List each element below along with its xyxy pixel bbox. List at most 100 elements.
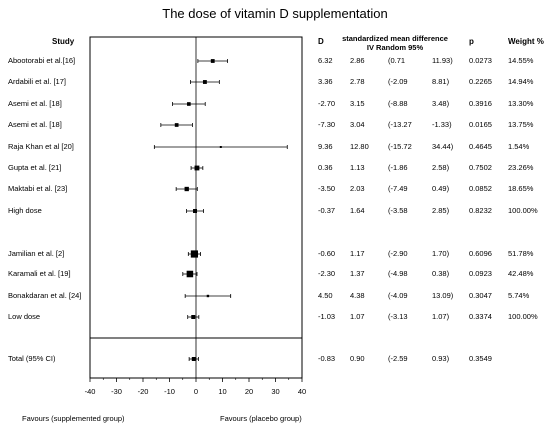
cell-se: 3.15 — [350, 99, 365, 108]
cell-d: -0.60 — [318, 249, 336, 258]
point-estimate — [202, 80, 207, 84]
cell-se: 1.17 — [350, 249, 365, 258]
cell-ci_high: 1.70) — [432, 249, 450, 258]
cell-ci_high: 2.58) — [432, 163, 450, 172]
cell-weight: 18.65% — [508, 184, 534, 193]
cell-p: 0.7502 — [469, 163, 492, 172]
cell-weight: 13.75% — [508, 120, 534, 129]
study-label: Abootorabi et al.[16] — [8, 56, 76, 65]
study-label: Low dose — [8, 312, 41, 321]
d-header: D — [318, 37, 324, 46]
cell-se: 1.07 — [350, 312, 365, 321]
cell-ci_low: (-3.58 — [388, 206, 408, 215]
study-label: Ardabili et al. [17] — [8, 77, 66, 86]
cell-d: 9.36 — [318, 142, 333, 151]
study-label: Asemi et al. [18] — [8, 99, 62, 108]
cell-d: -3.50 — [318, 184, 336, 193]
cell-d: 4.50 — [318, 291, 333, 300]
cell-d: 0.36 — [318, 163, 333, 172]
x-tick-label: -20 — [137, 387, 149, 396]
study-label: Karamali et al. [19] — [8, 269, 71, 278]
cell-weight: 42.48% — [508, 269, 534, 278]
cell-p: 0.4645 — [469, 142, 492, 151]
point-estimate — [184, 186, 189, 192]
study-label: Bonakdaran et al. [24] — [8, 291, 82, 300]
p-header: p — [469, 37, 474, 46]
cell-ci_high: 3.48) — [432, 99, 450, 108]
cell-ci_high: -1.33) — [432, 120, 452, 129]
cell-weight: 100.00% — [508, 312, 538, 321]
cell-d: -2.30 — [318, 269, 336, 278]
point-estimate — [191, 357, 196, 361]
point-estimate — [193, 209, 198, 213]
smd-header: standardized mean difference IV Random 9… — [342, 34, 448, 52]
cell-p: 0.0923 — [469, 269, 492, 278]
footer-right-label: Favours (placebo group) — [220, 414, 302, 423]
cell-ci_low: (0.71 — [388, 56, 406, 65]
cell-weight: 23.26% — [508, 163, 534, 172]
study-label: Raja Khan et al [20] — [8, 142, 74, 151]
cell-ci_low: (-2.09 — [388, 77, 408, 86]
cell-weight: 14.94% — [508, 77, 534, 86]
cell-d: -1.03 — [318, 312, 336, 321]
point-estimate — [206, 294, 210, 298]
point-estimate — [186, 270, 194, 278]
cell-p: 0.0165 — [469, 120, 492, 129]
weight-header: Weight % — [508, 37, 544, 46]
point-estimate — [191, 315, 196, 319]
cell-ci_low: (-8.88 — [388, 99, 408, 108]
cell-ci_high: 11.93) — [432, 56, 453, 65]
study-label: Gupta et al. [21] — [8, 163, 62, 172]
cell-ci_low: (-3.13 — [388, 312, 408, 321]
cell-weight: 51.78% — [508, 249, 534, 258]
cell-ci_high: 0.93) — [432, 354, 450, 363]
cell-se: 2.78 — [350, 77, 365, 86]
cell-ci_low: (-13.27 — [388, 120, 412, 129]
x-tick-label: 30 — [271, 387, 280, 396]
point-estimate — [210, 59, 215, 63]
cell-d: -2.70 — [318, 99, 336, 108]
point-estimate — [190, 250, 199, 258]
cell-weight: 13.30% — [508, 99, 534, 108]
cell-se: 2.86 — [350, 56, 365, 65]
cell-ci_high: 1.07) — [432, 312, 450, 321]
cell-d: -0.37 — [318, 206, 336, 215]
cell-p: 0.3047 — [469, 291, 492, 300]
x-tick-label: 20 — [244, 387, 254, 396]
cell-ci_high: 13.09) — [432, 291, 454, 300]
cell-p: 0.3374 — [469, 312, 492, 321]
cell-ci_high: 0.38) — [432, 269, 450, 278]
study-label: Total (95% CI) — [8, 354, 56, 363]
x-tick-label: 10 — [218, 387, 227, 396]
cell-weight: 1.54% — [508, 142, 530, 151]
cell-ci_high: 2.85) — [432, 206, 450, 215]
x-tick-label: 0 — [193, 387, 199, 396]
point-estimate — [174, 123, 179, 127]
cell-se: 12.80 — [350, 142, 369, 151]
cell-weight: 100.00% — [508, 206, 538, 215]
cell-ci_low: (-1.86 — [388, 163, 408, 172]
footer-left-label: Favours (supplemented group) — [22, 414, 125, 423]
cell-ci_low: (-15.72 — [388, 142, 412, 151]
cell-ci_low: (-2.90 — [388, 249, 408, 258]
study-header: Study — [52, 37, 75, 46]
x-tick-label: -30 — [111, 387, 122, 396]
cell-p: 0.0852 — [469, 184, 492, 193]
cell-p: 0.6096 — [469, 249, 492, 258]
study-label: Maktabi et al. [23] — [8, 184, 68, 193]
cell-weight: 5.74% — [508, 291, 530, 300]
cell-se: 2.03 — [350, 184, 365, 193]
cell-d: 6.32 — [318, 56, 333, 65]
cell-p: 0.3916 — [469, 99, 492, 108]
cell-p: 0.2265 — [469, 77, 492, 86]
point-estimate — [187, 102, 191, 106]
cell-p: 0.0273 — [469, 56, 492, 65]
x-tick-label: -10 — [164, 387, 175, 396]
cell-ci_low: (-2.59 — [388, 354, 408, 363]
cell-se: 0.90 — [350, 354, 365, 363]
cell-ci_low: (-7.49 — [388, 184, 408, 193]
cell-se: 1.37 — [350, 269, 365, 278]
cell-d: -7.30 — [318, 120, 336, 129]
cell-ci_low: (-4.09 — [388, 291, 408, 300]
cell-weight: 14.55% — [508, 56, 534, 65]
